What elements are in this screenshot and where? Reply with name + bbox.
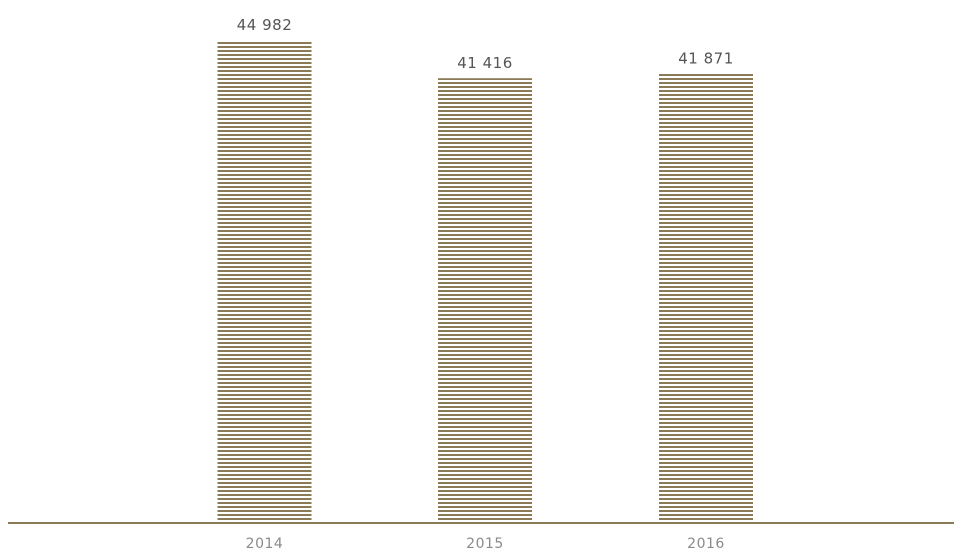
bar-2014 [217,40,312,522]
bars-group [217,40,753,522]
x-tick-label-2016: 2016 [687,536,725,552]
bar-2015 [438,78,532,522]
value-label-2016: 41 871 [678,49,734,67]
value-label-2014: 44 982 [237,16,293,34]
bar-2016 [659,73,753,522]
x-tick-label-2015: 2015 [466,536,504,552]
x-tick-label-2014: 2014 [246,536,284,552]
value-label-2015: 41 416 [457,54,513,72]
labels-group: 44 982 2014 41 416 2015 41 871 2016 [237,16,734,552]
